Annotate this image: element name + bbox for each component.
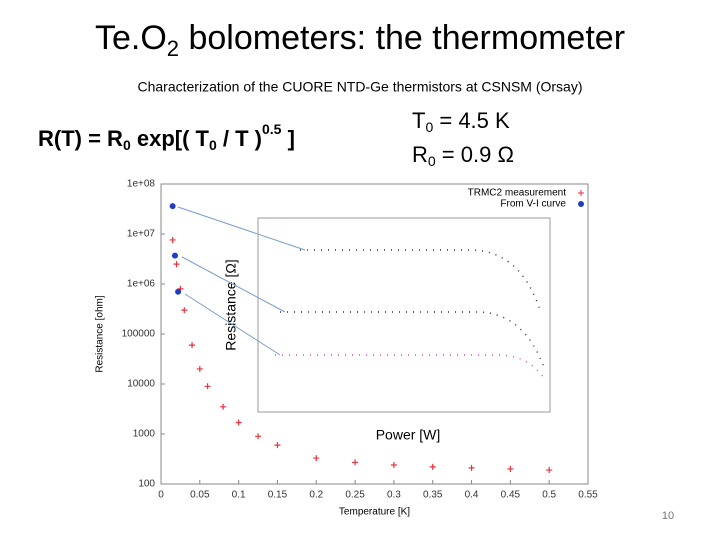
- formula-part: exp[( T: [131, 126, 210, 151]
- x-tick-label: 0.05: [190, 490, 210, 501]
- x-tick-label: 0.45: [501, 490, 521, 501]
- y-tick-label: 10000: [127, 379, 155, 390]
- marker: [173, 261, 180, 268]
- formula-sub: 0: [123, 137, 131, 153]
- title-sub: 2: [167, 36, 179, 61]
- legend-label: From V-I curve: [500, 199, 566, 210]
- param: R0 = 0.9 Ω: [412, 142, 514, 169]
- inset-xlabel: Power [W]: [376, 427, 441, 443]
- x-tick-label: 0.2: [309, 490, 323, 501]
- formula-sub: 0: [209, 137, 217, 153]
- marker: [204, 383, 211, 390]
- title-part: bolometers: the thermometer: [179, 19, 625, 57]
- subtitle: Characterization of the CUORE NTD-Ge the…: [138, 79, 583, 95]
- inset-frame: [257, 217, 551, 413]
- marker: [390, 461, 397, 468]
- x-axis-label: Temperature [K]: [339, 507, 410, 518]
- marker: [220, 403, 227, 410]
- marker: [181, 307, 188, 314]
- inset-ylabel: Resistance [Ω]: [223, 259, 239, 350]
- title-part: Te.O: [95, 19, 167, 57]
- marker: [313, 455, 320, 462]
- y-tick-label: 1e+06: [127, 279, 156, 290]
- arrow: [181, 256, 286, 313]
- marker: [169, 203, 176, 210]
- param-sub: 0: [425, 119, 433, 135]
- param-sub: 0: [428, 153, 436, 169]
- inset: Resistance [Ω] Power [W]: [223, 217, 551, 443]
- legend-swatch: [578, 190, 584, 196]
- marker: [189, 342, 196, 349]
- inset-curve: [280, 311, 546, 371]
- arrow: [177, 206, 306, 251]
- marker: [507, 465, 514, 472]
- formula-part: ]: [281, 126, 294, 151]
- x-tick-label: 0.55: [578, 490, 598, 501]
- marker: [171, 252, 178, 259]
- x-tick-label: 0.1: [232, 490, 246, 501]
- param-part: R: [412, 142, 428, 167]
- param: T0 = 4.5 K: [412, 108, 510, 135]
- arrows: [177, 206, 306, 356]
- marker: [468, 464, 475, 471]
- y-tick-label: 1e+07: [127, 229, 156, 240]
- marker: [235, 419, 242, 426]
- x-tick-label: 0: [158, 490, 164, 501]
- marker: [169, 236, 176, 243]
- slide-title: Te.O2 bolometers: the thermometer: [95, 19, 625, 61]
- legend-swatch: [578, 201, 584, 207]
- param-part: = 0.9 Ω: [436, 142, 514, 167]
- y-tick-label: 1e+08: [127, 179, 156, 190]
- formula-part: / T ): [217, 126, 262, 151]
- formula-sup: 0.5: [262, 121, 282, 137]
- marker: [274, 442, 281, 449]
- x-tick-label: 0.4: [465, 490, 479, 501]
- marker: [175, 288, 182, 295]
- inset-curve: [275, 354, 546, 381]
- marker: [546, 467, 553, 474]
- x-tick-label: 0.35: [423, 490, 443, 501]
- y-tick-label: 100000: [122, 329, 156, 340]
- arrow: [184, 293, 281, 356]
- marker: [255, 433, 262, 440]
- param-part: = 4.5 K: [433, 108, 510, 133]
- formula-part: R(T) = R: [38, 126, 123, 151]
- marker: [429, 463, 436, 470]
- x-tick-label: 0.15: [268, 490, 288, 501]
- y-axis-label: Resistance [ohm]: [95, 295, 106, 372]
- page-number: 10: [662, 510, 674, 522]
- x-tick-label: 0.5: [542, 490, 556, 501]
- marker: [196, 365, 203, 372]
- marker: [352, 459, 359, 466]
- y-tick-label: 1000: [133, 429, 156, 440]
- x-tick-label: 0.3: [387, 490, 401, 501]
- legend-label: TRMC2 measurement: [468, 188, 567, 199]
- x-tick-label: 0.25: [345, 490, 365, 501]
- y-tick-label: 100: [138, 479, 155, 490]
- param-part: T: [412, 108, 425, 133]
- formula: R(T) = R0 exp[( T0 / T )0.5 ]: [38, 121, 295, 153]
